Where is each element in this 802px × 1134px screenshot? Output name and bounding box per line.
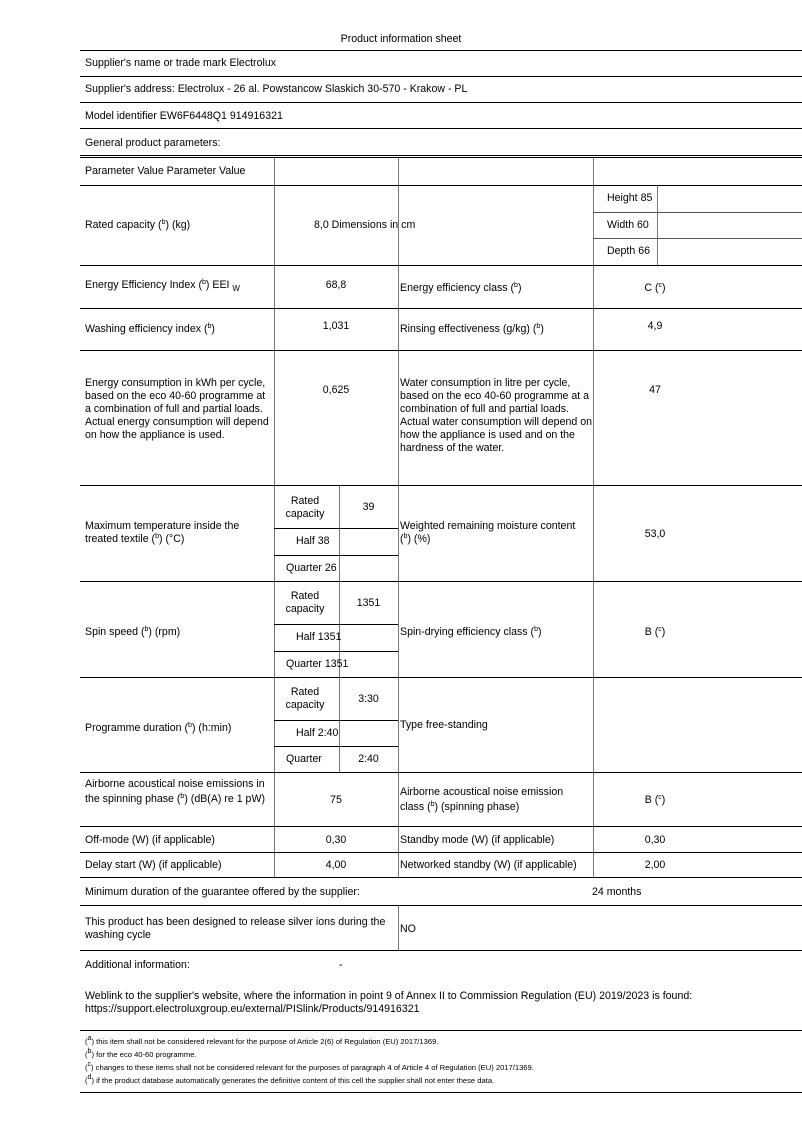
dimension-depth: Depth 66 [607, 245, 650, 257]
temp-half: Half 38 [296, 535, 330, 547]
networked-standby-value: 2,00 [644, 859, 666, 871]
temp-rated-label: Rated capacity [285, 495, 325, 520]
max-temperature-label: Maximum temperature inside the treated t… [85, 520, 240, 545]
washing-efficiency-value: 1,031 [322, 320, 350, 332]
additional-info-label: Additional information: [85, 959, 190, 971]
duration-quarter: Quarter [286, 753, 322, 765]
table-header: Parameter Value Parameter Value [85, 165, 246, 177]
remaining-moisture-value: 53,0 [644, 528, 666, 540]
rinsing-value: 4,9 [647, 320, 663, 332]
footnote-c: (c) changes to these items shall not be … [85, 1061, 534, 1072]
remaining-moisture-label: Weighted remaining moisture content (b) … [400, 520, 576, 545]
spin-drying-class-value: B (c) [644, 626, 666, 638]
programme-duration-label: Programme duration (b) (h:min) [85, 722, 232, 734]
footnote-d: (d) if the product database automaticall… [85, 1074, 495, 1085]
footnote-b: (b) for the eco 40-60 programme. [85, 1048, 197, 1059]
standby-label: Standby mode (W) (if applicable) [400, 834, 555, 846]
spin-speed-label: Spin speed (b) (rpm) [85, 626, 181, 638]
energy-consumption-value: 0,625 [322, 384, 350, 396]
supplier-address: Supplier's address: Electrolux - 26 al. … [85, 83, 468, 95]
temp-quarter: Quarter 26 [286, 562, 337, 574]
off-mode-label: Off-mode (W) (if applicable) [85, 834, 215, 846]
duration-quarter-value: 2:40 [358, 753, 379, 765]
washing-efficiency-label: Washing efficiency index (b) [85, 323, 215, 335]
standby-value: 0,30 [644, 834, 666, 846]
spin-rated-value: 1351 [356, 597, 381, 609]
rated-capacity-value: 8,0 Dimensions in cm [314, 219, 416, 231]
spin-rated-label: Rated capacity [285, 590, 325, 615]
duration-rated-label: Rated capacity [285, 686, 325, 711]
rated-capacity-label: Rated capacity (b) (kg) [85, 219, 191, 231]
type-label: Type free-standing [400, 719, 488, 731]
temp-rated-value: 39 [362, 501, 375, 513]
guarantee-value: 24 months [592, 886, 642, 898]
networked-standby-label: Networked standby (W) (if applicable) [400, 859, 577, 871]
weblink-text: Weblink to the supplier's website, where… [85, 990, 693, 1015]
dimension-width: Width 60 [607, 219, 649, 231]
energy-class-value: C (c) [644, 282, 666, 294]
spin-drying-class-label: Spin-drying efficiency class (b) [400, 626, 542, 638]
silver-ions-value: NO [400, 923, 416, 935]
general-parameters-heading: General product parameters: [85, 137, 221, 149]
additional-info-value: - [339, 959, 343, 971]
noise-class-label: Airborne acoustical noise emission class… [400, 786, 564, 813]
eei-label: Energy Efficiency Index (b) EEI W [85, 279, 240, 293]
spin-quarter: Quarter 1351 [286, 658, 349, 670]
eei-value: 68,8 [325, 279, 347, 291]
page-title: Product information sheet [340, 33, 462, 45]
energy-class-label: Energy efficiency class (b) [400, 282, 522, 294]
noise-class-value: B (c) [644, 794, 666, 806]
delay-start-label: Delay start (W) (if applicable) [85, 859, 222, 871]
rinsing-label: Rinsing effectiveness (g/kg) (b) [400, 323, 544, 335]
water-consumption-label: Water consumption in litre per cycle, ba… [400, 377, 592, 454]
spin-half: Half 1351 [296, 631, 342, 643]
water-consumption-value: 47 [649, 384, 661, 396]
duration-rated-value: 3:30 [358, 693, 379, 705]
silver-ions-label: This product has been designed to releas… [85, 916, 386, 941]
energy-consumption-label: Energy consumption in kWh per cycle, bas… [85, 377, 269, 441]
delay-start-value: 4,00 [325, 859, 347, 871]
supplier-name: Supplier's name or trade mark Electrolux [85, 57, 277, 69]
footnote-a: (a) this item shall not be considered re… [85, 1035, 439, 1046]
noise-emission-value: 75 [330, 794, 342, 806]
duration-half: Half 2:40 [296, 727, 339, 739]
guarantee-label: Minimum duration of the guarantee offere… [85, 886, 360, 898]
model-identifier: Model identifier EW6F6448Q1 914916321 [85, 110, 283, 122]
off-mode-value: 0,30 [325, 834, 347, 846]
noise-emission-label: Airborne acoustical noise emissions in t… [85, 778, 265, 805]
dimension-height: Height 85 [607, 192, 653, 204]
